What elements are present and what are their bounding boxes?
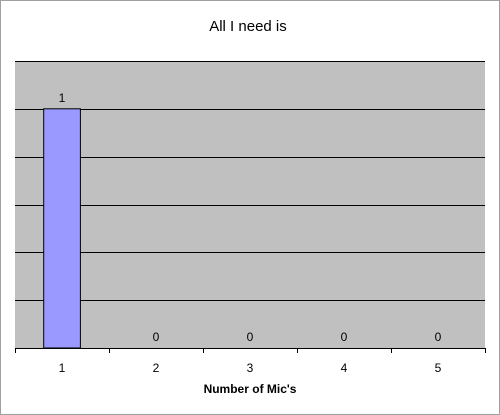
data-label: 0 — [435, 330, 442, 344]
data-label: 0 — [153, 330, 160, 344]
x-tick-label: 5 — [435, 361, 442, 375]
data-label: 0 — [247, 330, 254, 344]
data-label: 0 — [341, 330, 348, 344]
x-axis-ticks: 1 2 3 4 5 — [59, 361, 442, 375]
chart-title: All I need is — [209, 18, 287, 35]
x-tick-label: 1 — [59, 361, 66, 375]
data-labels: 1 0 0 0 0 — [59, 91, 442, 344]
axes — [15, 348, 486, 353]
x-tick-label: 2 — [153, 361, 160, 375]
data-label: 1 — [59, 91, 66, 105]
x-axis-title: Number of Mic's — [204, 382, 297, 396]
bar — [43, 108, 81, 349]
x-tick-label: 3 — [247, 361, 254, 375]
gridlines — [15, 61, 485, 301]
bars — [43, 108, 81, 349]
x-tick-label: 4 — [341, 361, 348, 375]
plot-area — [15, 61, 485, 348]
